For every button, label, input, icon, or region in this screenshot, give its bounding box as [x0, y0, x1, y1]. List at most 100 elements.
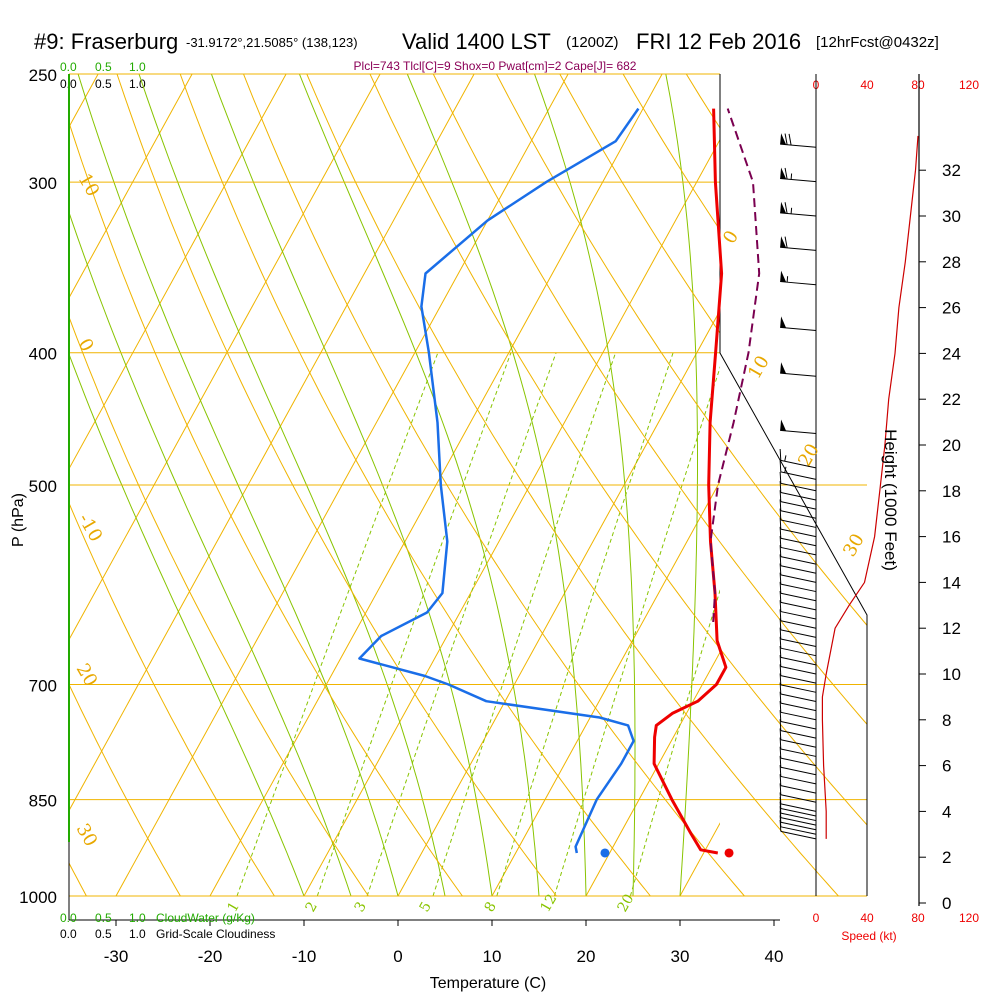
cloudwater-bottom-tick-1: 0.5 [95, 911, 112, 925]
wind-barb-feather [784, 167, 788, 180]
wind-barb-half-feather [790, 173, 793, 180]
forecast-run: [12hrFcst@0432z] [816, 34, 939, 51]
wind-barb-shaft [780, 808, 817, 817]
temp-tick-label: -20 [198, 947, 223, 966]
wind-barb-shaft [780, 702, 817, 712]
y-axis-label: P (hPa) [10, 493, 27, 547]
wind-barb [779, 710, 817, 730]
wind-barb-shaft [780, 730, 817, 739]
wind-barb-shaft [780, 556, 817, 565]
parcel-params: Plcl=743 Tlcl[C]=9 Shox=0 Pwat[cm]=2 Cap… [354, 59, 637, 73]
wind-barb-shaft [780, 583, 817, 593]
wind-barb-shaft [780, 693, 817, 702]
wind-barb [779, 737, 817, 757]
wind-barb [779, 545, 817, 565]
wind-barb [779, 499, 817, 519]
wind-barb-feather [779, 645, 782, 658]
speed-bottom-tick-2: 80 [911, 911, 925, 925]
mixing-ratio-label: 20 [615, 892, 638, 915]
height-tick-label: 16 [942, 528, 961, 547]
wind-barb-feather [779, 508, 782, 520]
wind-barb-feather [779, 710, 782, 722]
cloudiness-bottom-tick-0: 0.0 [60, 927, 77, 941]
wind-barb-shaft [780, 794, 817, 803]
mixing-ratio-line [236, 352, 439, 896]
mixing-ratio-label: 8 [482, 899, 500, 915]
height-tick-label: 14 [942, 573, 961, 592]
wind-barb [780, 167, 817, 183]
wind-barb-shaft [780, 212, 817, 217]
surface-dewpoint-marker [600, 848, 610, 858]
mixing-ratio-line [432, 352, 617, 896]
wind-barb-shaft [780, 246, 817, 251]
pressure-tick-label: 500 [29, 477, 57, 496]
cloudiness-top-tick-1: 0.5 [95, 77, 112, 91]
cloudiness-top-tick-2: 1.0 [129, 77, 146, 91]
mixing-ratio-line [316, 352, 512, 896]
wind-barb-flag [780, 362, 787, 374]
cloudwater-top-ticks: 0.0 0.5 1.0 [60, 60, 146, 74]
dry-adiabat-line [69, 74, 275, 896]
height-tick-label: 0 [942, 894, 951, 913]
speed-bottom-tick-1: 40 [860, 911, 874, 925]
wind-barb [779, 517, 817, 538]
wind-barb [779, 590, 817, 611]
temperature-line [652, 108, 728, 855]
wind-barb-feather [779, 536, 782, 548]
dry-adiabat-line [69, 74, 463, 896]
wind-barb-shaft [780, 629, 817, 638]
wind-barb [779, 481, 817, 501]
speed-top-ticks: 0 40 80 120 [813, 78, 980, 92]
wind-barb-feather [779, 600, 782, 612]
wind-barb-feather [779, 563, 782, 575]
dry-adiabat-line [69, 74, 181, 896]
wind-barb-feather [784, 202, 788, 214]
wind-barb [779, 449, 817, 469]
wind-barb-feather [784, 236, 788, 248]
wind-barb-shaft [780, 775, 817, 785]
moist-adiabat-line [77, 74, 399, 896]
cloudiness-label: Grid-Scale Cloudiness [156, 927, 275, 941]
wind-barb-shaft [780, 739, 817, 748]
wind-barb [779, 536, 817, 556]
dry-adiabat-line [496, 74, 867, 896]
wind-barb-shaft [780, 766, 817, 776]
height-tick-label: 12 [942, 619, 961, 638]
wind-barb-feather [779, 719, 782, 731]
wind-barb [779, 783, 817, 803]
wind-barb [780, 270, 817, 286]
height-tick-label: 22 [942, 390, 961, 409]
speed-top-tick-2: 80 [911, 78, 925, 92]
height-tick-label: 6 [942, 757, 951, 776]
cloudiness-bottom-tick-1: 0.5 [95, 927, 112, 941]
temp-tick-label: -30 [104, 947, 129, 966]
wind-barb-feather [784, 133, 788, 145]
mixing-ratio-label: 2 [303, 899, 321, 915]
wind-barb-feather [779, 691, 782, 704]
pressure-tick-label: 850 [29, 792, 57, 811]
mixing-ratio-line [366, 352, 557, 896]
wind-barb-shaft [780, 482, 817, 492]
wind-barb-shaft [780, 711, 817, 721]
speed-top-tick-3: 120 [959, 78, 979, 92]
wind-barb-half-feather [786, 276, 789, 283]
wind-barb-flag [780, 133, 787, 145]
station-title: #9: Fraserburg [34, 29, 178, 54]
wind-barb-feather [779, 765, 782, 777]
wind-barb-feather [779, 460, 782, 472]
dry-adiabat-label: 0 [719, 227, 743, 247]
pressure-tick-label: 250 [29, 66, 57, 85]
moist-adiabat-line [69, 210, 352, 896]
dry-adiabat-line [243, 74, 745, 896]
wind-barb-shaft [780, 647, 817, 657]
wind-barb-feather [779, 737, 782, 749]
wind-barb-feather [779, 490, 782, 502]
height-tick-label: 8 [942, 711, 951, 730]
wind-barb-feather [779, 481, 782, 493]
wind-barb-shaft [780, 326, 817, 331]
wind-barb-flag [780, 236, 787, 248]
isotherm-line [585, 651, 720, 896]
wind-barb [779, 471, 817, 492]
